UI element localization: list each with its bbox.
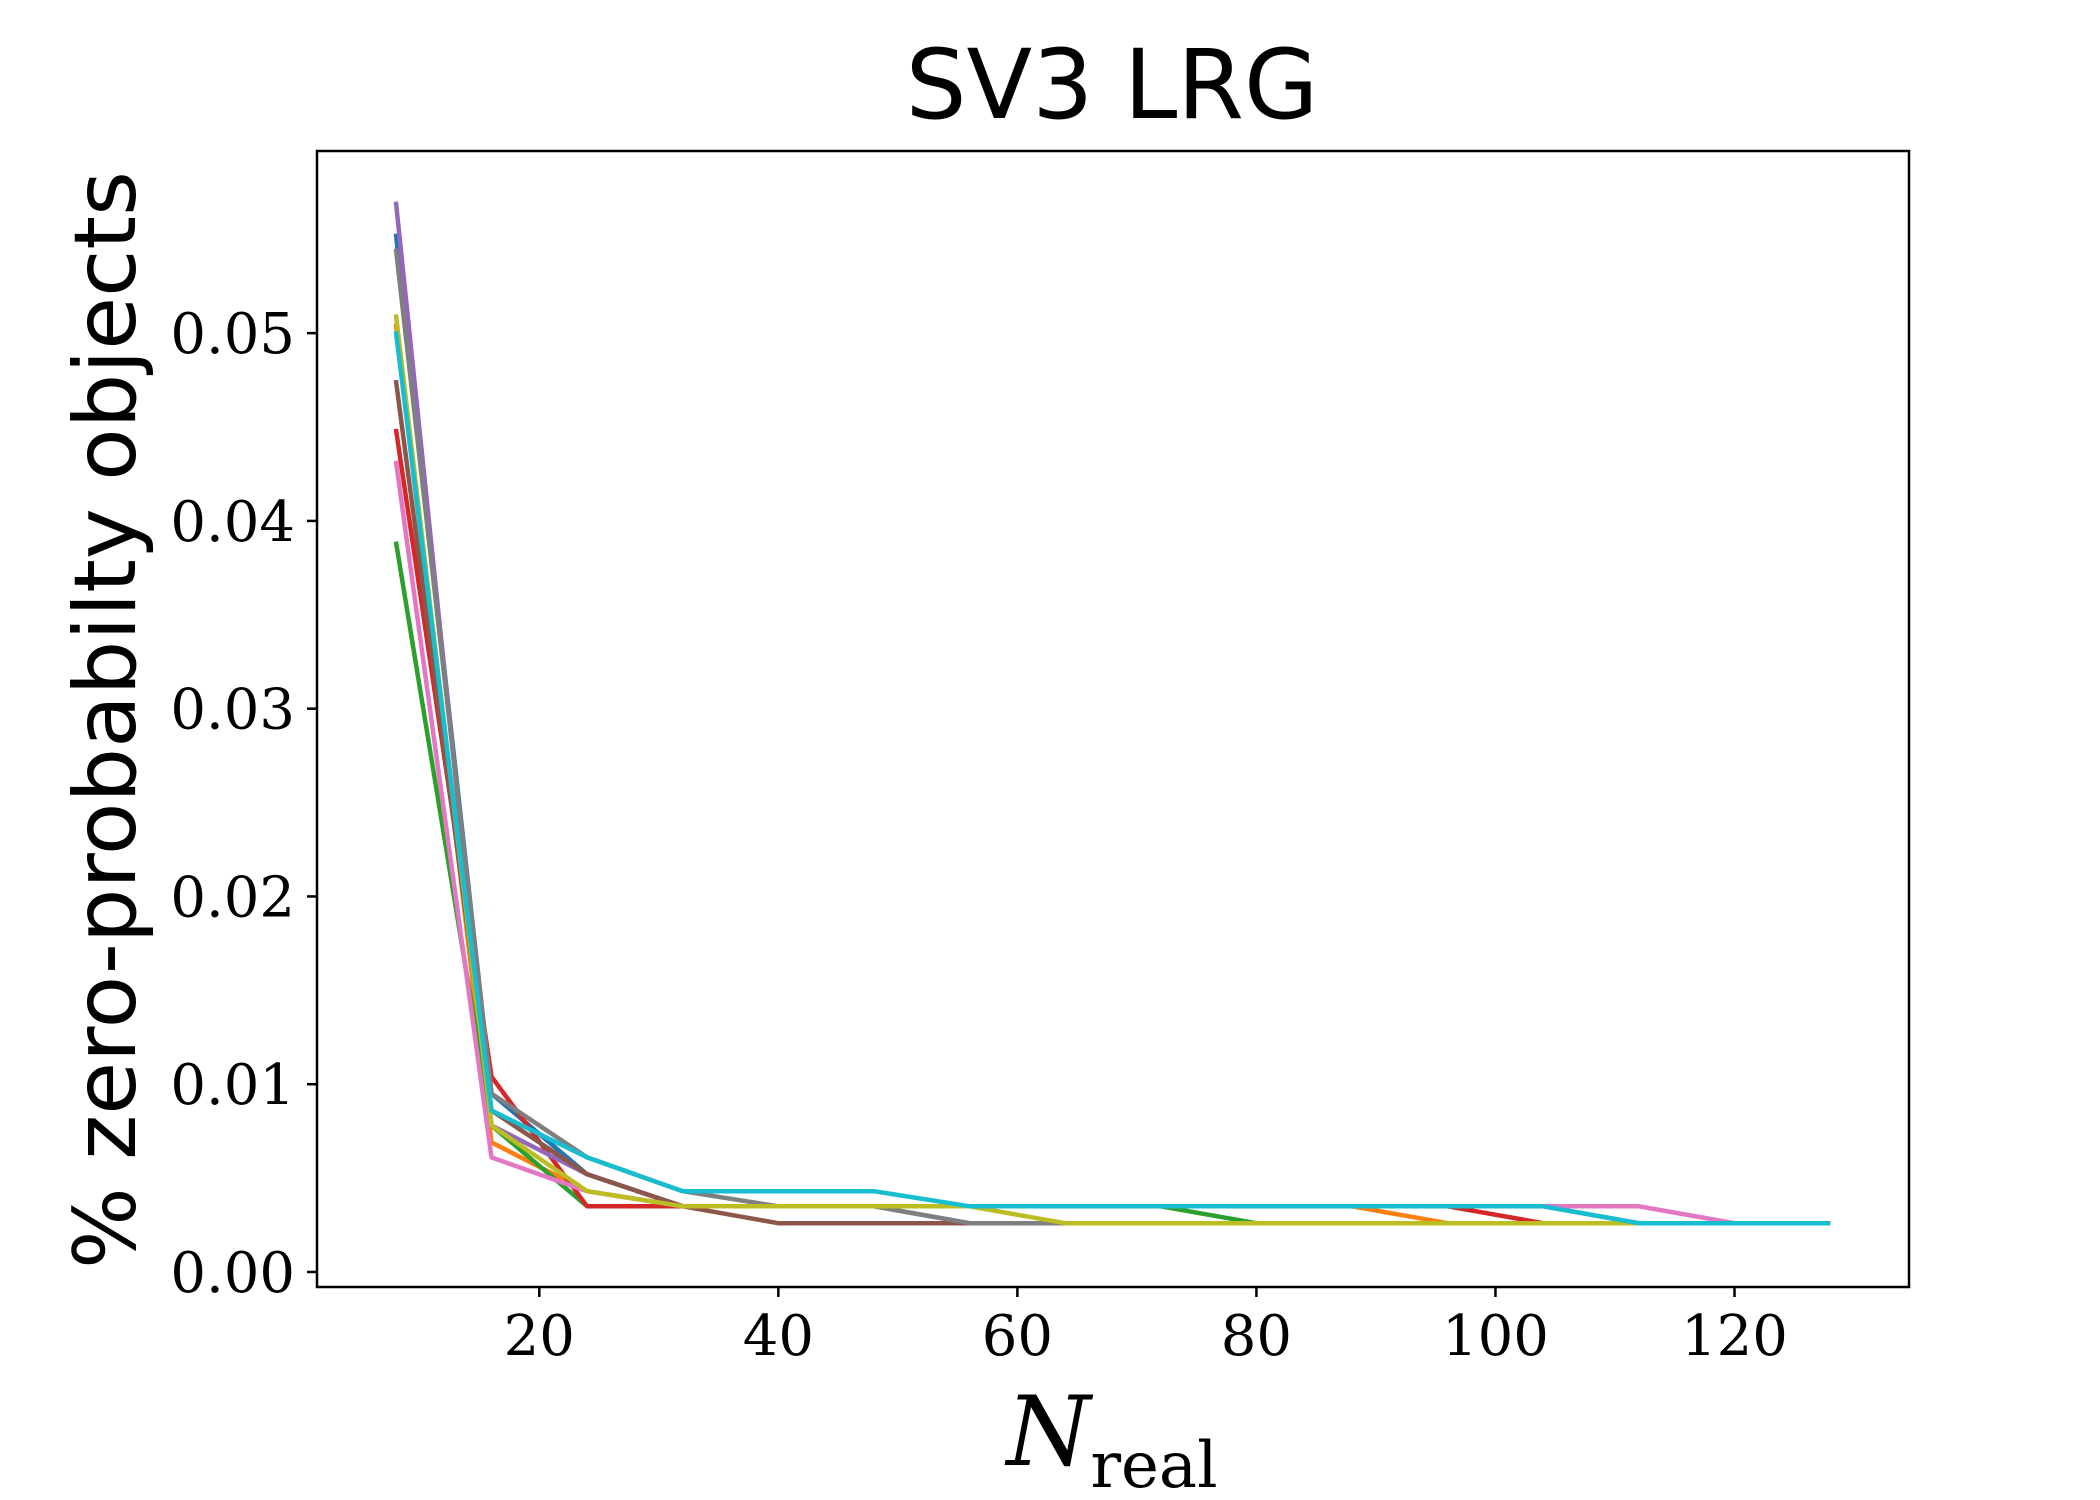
x-tick-label: 20 xyxy=(504,1304,575,1369)
series-line-2 xyxy=(393,541,1831,1226)
series-line-1 xyxy=(393,323,1831,1226)
plot-frame xyxy=(315,149,1911,1289)
y-tick-label: 0.00 xyxy=(170,1241,295,1306)
series-line-4 xyxy=(393,201,1831,1226)
x-tick-label: 60 xyxy=(982,1304,1053,1369)
series-line-8 xyxy=(393,314,1831,1226)
x-tick-label: 80 xyxy=(1221,1304,1292,1369)
y-tick-label: 0.04 xyxy=(170,490,295,555)
x-tick-label: 40 xyxy=(743,1304,814,1369)
y-axis: 0.00 0.01 0.02 0.03 0.04 0.05 xyxy=(170,302,317,1306)
series-line-5 xyxy=(393,379,1831,1226)
series-line-7 xyxy=(393,248,1831,1226)
series-line-6 xyxy=(393,460,1831,1226)
series-line-9 xyxy=(393,331,1831,1226)
series-line-3 xyxy=(393,428,1831,1226)
series-layer xyxy=(393,201,1831,1226)
x-axis-label-subscript: real xyxy=(1090,1429,1217,1500)
x-axis-label: Nreal xyxy=(1004,1376,1217,1500)
y-tick-label: 0.03 xyxy=(170,678,295,743)
y-tick-label: 0.02 xyxy=(170,865,295,930)
x-axis: 20 40 60 80 100 120 xyxy=(504,1287,1788,1369)
y-axis-label: % zero-probabilty objects xyxy=(56,171,156,1269)
y-tick-label: 0.01 xyxy=(170,1053,295,1118)
x-tick-label: 120 xyxy=(1681,1304,1788,1369)
chart-title: SV3 LRG xyxy=(906,29,1319,141)
series-line-0 xyxy=(393,233,1831,1226)
x-axis-label-main: N xyxy=(1004,1376,1093,1488)
x-tick-label: 100 xyxy=(1442,1304,1549,1369)
y-tick-label: 0.05 xyxy=(170,302,295,367)
